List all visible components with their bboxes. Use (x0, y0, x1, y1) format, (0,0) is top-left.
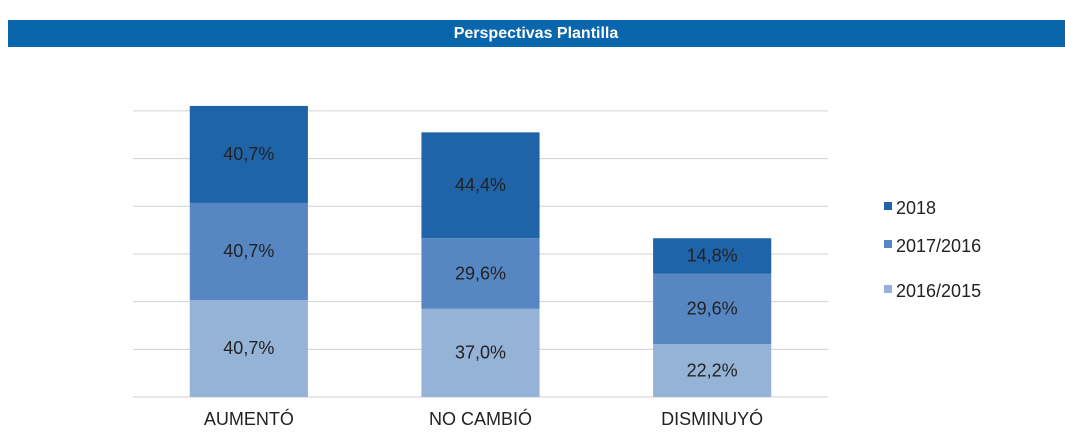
bar-segment (653, 238, 772, 274)
legend-swatch (884, 285, 892, 293)
data-label: 22,2% (687, 360, 738, 380)
bar-segment (421, 308, 540, 397)
bar-segment (653, 273, 772, 345)
legend-swatch (884, 240, 892, 248)
bar-segment (421, 238, 540, 309)
x-tick-label: AUMENTÓ (204, 408, 294, 429)
header-title: Perspectivas Plantilla (454, 25, 619, 42)
legend-label: 2018 (896, 198, 936, 218)
data-label: 37,0% (455, 343, 506, 363)
bar-segment (653, 344, 772, 397)
bar-segment (189, 202, 308, 300)
x-tick-label: NO CAMBIÓ (429, 408, 532, 429)
x-tick-label: DISMINUYÓ (661, 408, 763, 429)
data-label: 40,7% (223, 241, 274, 261)
data-label: 40,7% (223, 144, 274, 164)
legend-swatch (884, 202, 892, 210)
legend-label: 2016/2015 (896, 281, 981, 301)
data-label: 40,7% (223, 338, 274, 358)
data-label: 29,6% (687, 299, 738, 319)
legend-label: 2017/2016 (896, 236, 981, 256)
data-label: 29,6% (455, 263, 506, 283)
bar-segment (189, 105, 308, 203)
data-label: 14,8% (687, 246, 738, 266)
data-label: 44,4% (455, 175, 506, 195)
bar-segment (189, 299, 308, 397)
bar-segment (421, 132, 540, 239)
header-bar (8, 20, 1065, 47)
